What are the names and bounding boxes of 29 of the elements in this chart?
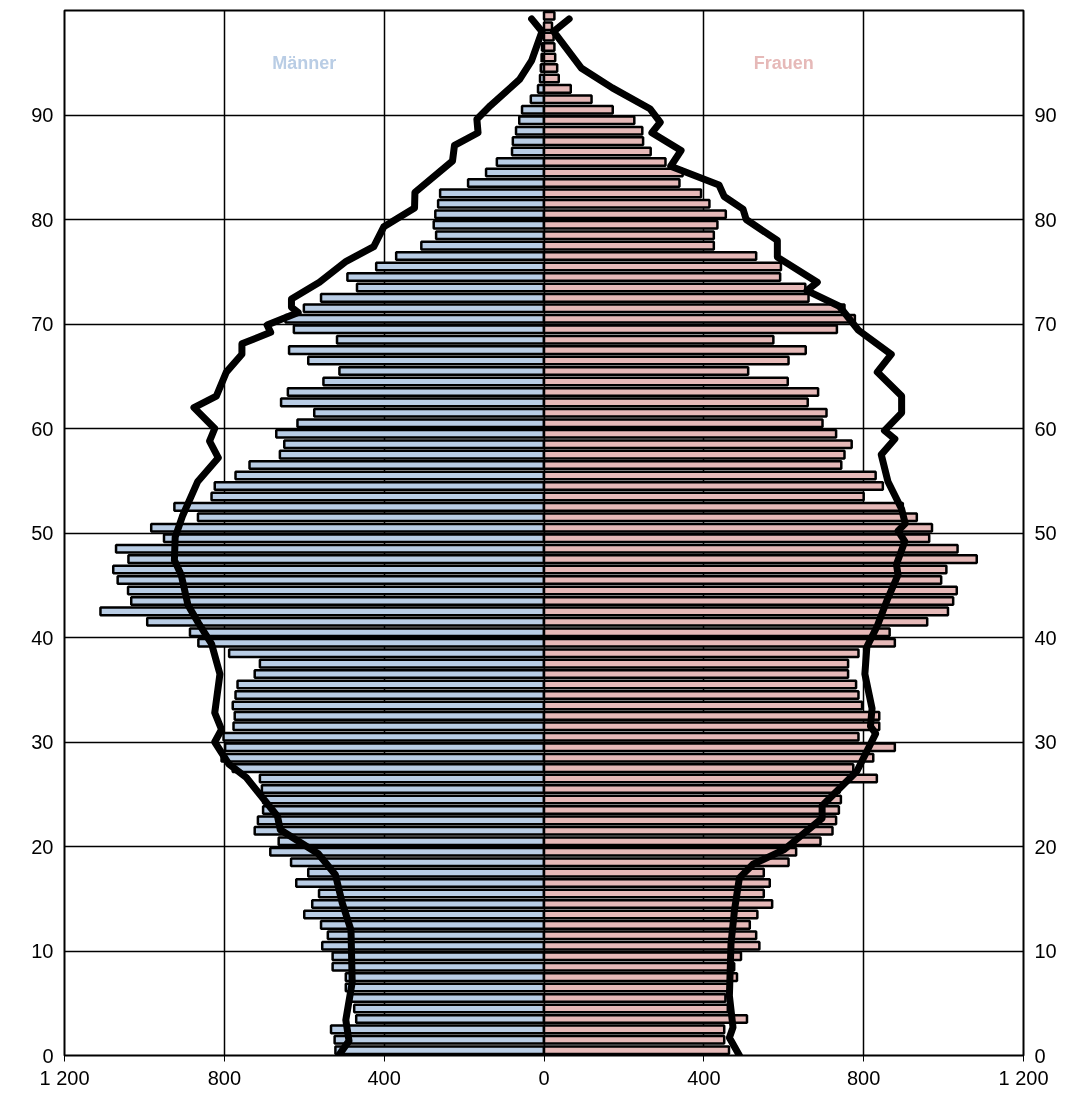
y-tick-label: 80: [31, 208, 54, 231]
y-tick-label: 70: [31, 313, 54, 335]
text: Männer: [272, 52, 337, 73]
x-tick-label: 400: [367, 1066, 401, 1089]
y-tick-label: 40: [31, 626, 54, 649]
x-tick-label: 400: [687, 1066, 721, 1089]
y2-tick-label: 10: [1034, 940, 1057, 962]
y-tick-label: 10: [31, 940, 54, 962]
x-tick-label: 800: [846, 1066, 881, 1089]
y2-tick-label: 80: [1034, 208, 1057, 231]
x-tick-label: 1 200: [998, 1066, 1049, 1089]
text: Frauen: [753, 52, 814, 73]
y2-tick-label: 30: [1034, 731, 1057, 753]
x-tick-label: 800: [207, 1066, 242, 1089]
y2-tick-label: 20: [1034, 835, 1057, 858]
y-tick-label: 90: [31, 104, 54, 126]
y2-tick-label: 70: [1034, 313, 1057, 335]
y-tick-label: 30: [31, 731, 54, 753]
y-tick-label: 60: [31, 417, 54, 440]
y2-tick-label: 40: [1034, 626, 1057, 649]
y2-tick-label: 60: [1034, 417, 1057, 440]
y-tick-label: 50: [31, 522, 54, 544]
y2-tick-label: 0: [1034, 1044, 1046, 1067]
y2-tick-label: 90: [1034, 104, 1057, 126]
x-tick-label: 0: [538, 1066, 550, 1089]
y-tick-label: 20: [31, 835, 54, 858]
x-tick-label: 1 200: [39, 1066, 90, 1089]
y-tick-label: 0: [42, 1044, 54, 1067]
y2-tick-label: 50: [1034, 522, 1057, 544]
